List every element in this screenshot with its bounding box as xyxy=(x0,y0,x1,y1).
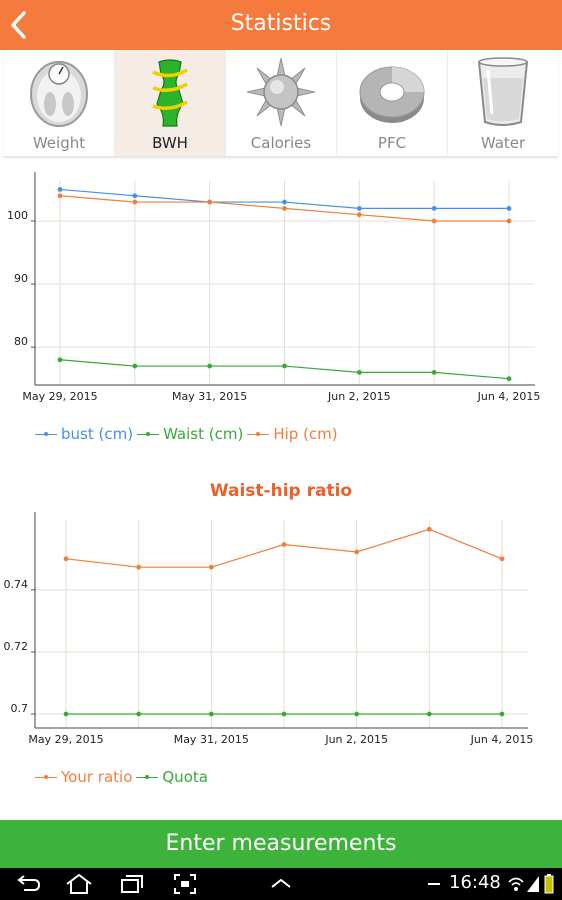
legend-marker xyxy=(136,772,159,782)
legend-label: Waist (cm) xyxy=(163,425,244,443)
chevron-up-icon[interactable] xyxy=(268,872,294,896)
back-icon[interactable] xyxy=(14,872,42,896)
y-tick-label: 90 xyxy=(14,272,28,285)
tab-label: Weight xyxy=(32,134,86,152)
data-point xyxy=(356,205,362,211)
legend-label: Quota xyxy=(162,768,208,786)
wifi-icon xyxy=(508,877,524,891)
page-title: Statistics xyxy=(230,11,332,36)
data-point xyxy=(506,218,512,224)
ratio-legend: Your ratio Quota xyxy=(35,768,212,786)
scale-icon xyxy=(30,61,88,127)
ratio-line-chart: 0.7 0.72 0.74 May 29, 2015 May 31, 2015 Jun 2… xyxy=(4,512,534,746)
data-point xyxy=(132,193,138,199)
system-navigation-bar: 16:48 xyxy=(0,868,562,900)
status-clock: 16:48 xyxy=(449,872,501,893)
back-arrow-icon[interactable] xyxy=(6,9,32,41)
legend-marker xyxy=(35,429,57,439)
data-point xyxy=(431,218,437,224)
glass-icon xyxy=(477,57,529,126)
data-point xyxy=(63,711,69,717)
category-tabs: Weight BWH Calories xyxy=(4,50,558,157)
tab-pfc[interactable]: PFC xyxy=(337,50,448,156)
tab-weight[interactable]: Weight xyxy=(4,50,115,156)
y-tick-label: 0.7 xyxy=(11,702,29,715)
tab-calories[interactable]: Calories xyxy=(226,50,337,156)
bwh-line-chart: 80 90 100 May 29, 2015 May 31, 2015 Jun 2, 20… xyxy=(7,172,541,403)
y-tick-label: 80 xyxy=(14,335,28,348)
bwh-legend: bust (cm) Waist (cm) Hip (cm) xyxy=(35,425,342,443)
x-tick-label: Jun 4, 2015 xyxy=(477,390,541,403)
minus-icon xyxy=(428,883,440,885)
data-point xyxy=(426,711,432,717)
x-tick-label: Jun 2, 2015 xyxy=(324,733,388,746)
data-point xyxy=(132,363,138,369)
data-point xyxy=(282,205,287,211)
x-tick-label: May 31, 2015 xyxy=(174,733,249,746)
legend-label: Your ratio xyxy=(61,768,133,786)
x-tick-label: May 29, 2015 xyxy=(22,390,97,403)
data-point xyxy=(431,369,437,375)
app-header: Statistics xyxy=(0,0,562,50)
data-point xyxy=(207,199,213,205)
data-point xyxy=(208,564,214,570)
data-point xyxy=(499,711,505,717)
data-point xyxy=(506,205,512,211)
data-point xyxy=(57,193,63,199)
data-point xyxy=(63,556,69,562)
data-point xyxy=(281,542,287,547)
legend-item-hip: Hip (cm) xyxy=(247,425,338,443)
data-point xyxy=(207,363,213,369)
data-point xyxy=(356,212,362,218)
data-point xyxy=(282,363,287,369)
battery-icon xyxy=(544,874,554,894)
x-tick-label: May 29, 2015 xyxy=(28,733,103,746)
legend-item-your-ratio: Your ratio xyxy=(35,768,132,786)
data-point xyxy=(426,526,432,532)
tab-label: PFC xyxy=(377,134,407,152)
legend-label: bust (cm) xyxy=(61,425,134,443)
tab-label: Calories xyxy=(250,134,312,152)
data-point xyxy=(281,711,287,717)
data-point xyxy=(499,556,505,562)
tab-label: Water xyxy=(480,134,526,152)
tab-water[interactable]: Water xyxy=(448,50,558,156)
screenshot-icon[interactable] xyxy=(172,872,198,896)
y-tick-label: 0.72 xyxy=(4,640,29,653)
data-point xyxy=(136,564,142,570)
data-point xyxy=(57,187,63,192)
tab-label: BWH xyxy=(152,134,188,152)
y-tick-label: 100 xyxy=(7,209,28,222)
data-point xyxy=(356,369,362,375)
data-point xyxy=(506,376,512,382)
legend-item-waist: Waist (cm) xyxy=(137,425,243,443)
legend-marker xyxy=(35,772,57,782)
data-point xyxy=(132,199,138,205)
tab-bwh[interactable]: BWH xyxy=(115,50,226,156)
data-point xyxy=(282,199,287,205)
home-icon[interactable] xyxy=(64,872,94,896)
legend-item-bust: bust (cm) xyxy=(35,425,133,443)
ratio-chart-title: Waist-hip ratio xyxy=(209,481,353,501)
data-point xyxy=(57,357,63,363)
donut-icon xyxy=(359,66,425,123)
y-tick-label: 0.74 xyxy=(4,578,29,591)
legend-item-quota: Quota xyxy=(136,768,208,786)
legend-marker xyxy=(247,429,270,439)
signal-icon xyxy=(527,876,539,892)
x-tick-label: Jun 2, 2015 xyxy=(327,390,391,403)
sun-icon xyxy=(246,57,316,127)
recent-apps-icon[interactable] xyxy=(118,872,146,896)
enter-measurements-button[interactable]: Enter measurements xyxy=(0,820,562,868)
legend-marker xyxy=(137,429,160,439)
data-point xyxy=(431,205,437,211)
data-point xyxy=(136,711,142,717)
data-point xyxy=(208,711,214,717)
x-tick-label: May 31, 2015 xyxy=(172,390,247,403)
body-measure-icon xyxy=(152,59,188,127)
x-tick-label: Jun 4, 2015 xyxy=(470,733,534,746)
data-point xyxy=(354,549,360,555)
data-point xyxy=(354,711,360,717)
legend-label: Hip (cm) xyxy=(273,425,338,443)
